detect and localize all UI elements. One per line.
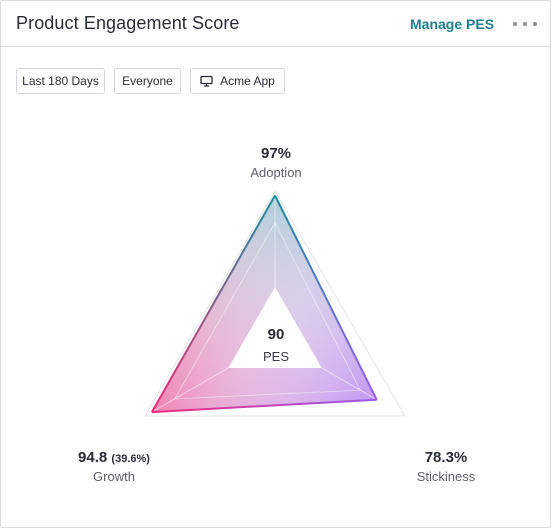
adoption-label: 97% Adoption xyxy=(226,145,326,180)
radar-spokes xyxy=(151,195,377,413)
adoption-value: 97% xyxy=(260,145,292,162)
more-options-icon[interactable] xyxy=(513,15,537,33)
growth-stickiness-edge xyxy=(151,398,377,414)
pes-center: 90 PES xyxy=(246,326,306,364)
growth-value: 94.8 xyxy=(78,449,108,466)
growth-spoke xyxy=(151,367,229,413)
radar-fill xyxy=(151,195,377,413)
stickiness-value: 78.3% xyxy=(424,449,468,466)
manage-pes-link[interactable]: Manage PES xyxy=(410,16,495,32)
stickiness-label: 78.3% Stickiness xyxy=(396,449,496,484)
adoption-name: Adoption xyxy=(250,165,302,180)
growth-label: 94.8 (39.6%) Growth xyxy=(59,449,169,484)
stickiness-spoke xyxy=(321,367,377,401)
pes-score: 90 xyxy=(267,326,285,343)
widget-header: Product Engagement Score Manage PES xyxy=(1,1,550,47)
segment-label: Everyone xyxy=(122,74,173,88)
pes-label: PES xyxy=(262,349,289,364)
segment-filter[interactable]: Everyone xyxy=(114,68,181,94)
app-label: Acme App xyxy=(220,74,275,88)
monitor-icon xyxy=(200,75,213,87)
radar-inner-ring xyxy=(173,221,362,400)
widget-title: Product Engagement Score xyxy=(16,13,240,33)
growth-name: Growth xyxy=(93,469,135,484)
date-range-filter[interactable]: Last 180 Days xyxy=(16,68,105,94)
date-range-label: Last 180 Days xyxy=(22,74,99,88)
growth-percent: (39.6%) xyxy=(111,453,150,465)
adoption-stickiness-edge xyxy=(274,195,378,401)
stickiness-name: Stickiness xyxy=(416,469,476,484)
app-filter[interactable]: Acme App xyxy=(190,68,285,94)
adoption-growth-edge xyxy=(150,195,276,413)
radar-grid-ring xyxy=(144,189,406,417)
growth-value-line: 94.8 (39.6%) xyxy=(59,449,169,466)
